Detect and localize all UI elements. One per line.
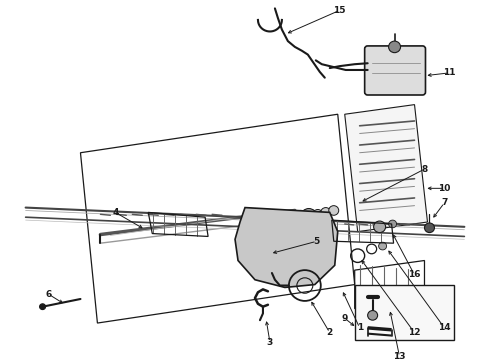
Circle shape	[301, 208, 317, 224]
Text: 8: 8	[421, 165, 428, 174]
Polygon shape	[345, 105, 427, 231]
Circle shape	[277, 214, 293, 230]
Circle shape	[288, 215, 298, 225]
Text: 16: 16	[408, 270, 421, 279]
Text: 10: 10	[438, 184, 451, 193]
Text: 1: 1	[357, 323, 363, 332]
Text: 7: 7	[441, 198, 448, 207]
Text: 14: 14	[438, 323, 451, 332]
Circle shape	[321, 208, 331, 217]
Text: 12: 12	[408, 328, 421, 337]
Circle shape	[285, 212, 301, 228]
Text: 9: 9	[342, 314, 348, 323]
FancyBboxPatch shape	[365, 46, 425, 95]
Text: 3: 3	[267, 338, 273, 347]
Polygon shape	[235, 208, 338, 287]
Circle shape	[263, 249, 277, 262]
Text: 6: 6	[46, 290, 51, 299]
Text: 4: 4	[112, 208, 119, 217]
Circle shape	[40, 304, 46, 310]
Text: 13: 13	[393, 352, 406, 360]
Circle shape	[389, 220, 396, 228]
Circle shape	[293, 211, 309, 226]
Bar	[355, 284, 454, 340]
Text: 11: 11	[443, 68, 456, 77]
Circle shape	[304, 211, 314, 221]
Circle shape	[329, 206, 339, 215]
Text: 15: 15	[334, 6, 346, 15]
Circle shape	[368, 311, 378, 320]
Circle shape	[296, 213, 306, 223]
Circle shape	[374, 221, 386, 233]
Circle shape	[424, 223, 435, 233]
Text: 5: 5	[314, 237, 320, 246]
Circle shape	[280, 217, 290, 227]
Circle shape	[379, 242, 387, 250]
Circle shape	[313, 210, 323, 219]
Text: 2: 2	[327, 328, 333, 337]
Circle shape	[389, 41, 400, 53]
